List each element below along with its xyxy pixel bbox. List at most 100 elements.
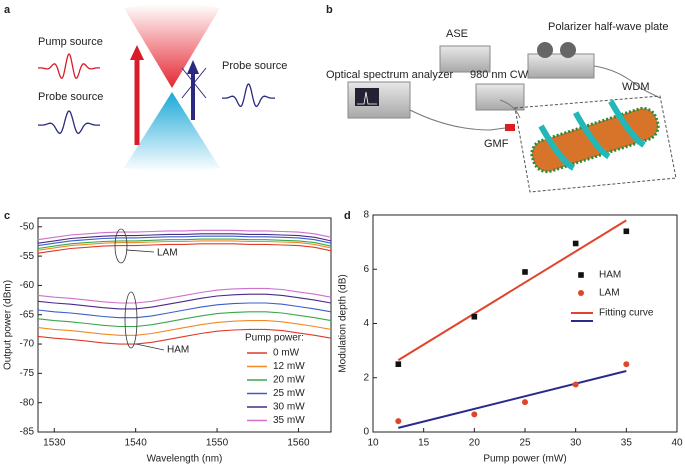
diagram-label: Probe source [38,91,103,103]
point [578,290,584,296]
annotation-ellipse [114,228,128,264]
polarizer-stage [527,53,595,79]
spectrum-line [37,233,332,244]
x-tick-label: 1550 [206,438,229,449]
diagram-label: Optical spectrum analyzer [326,69,453,81]
x-axis-label: Pump power (mW) [483,454,566,465]
x-tick-label: 1530 [43,438,66,449]
point [572,240,579,247]
cw-box [475,83,525,111]
x-tick-label: 1560 [287,438,310,449]
spectrum-line [37,287,332,304]
legend-label: HAM [599,270,621,281]
fiber-3d [530,99,660,174]
panel-label: b [326,4,333,16]
spectrum-line [37,235,332,247]
osa-trace [357,91,377,105]
point [522,399,528,406]
panel-label: d [344,210,351,222]
polarizer [537,42,553,58]
fiber [499,99,521,119]
legend-label: 30 mW [273,402,305,413]
spectrum-line [37,302,332,319]
legend-title: Pump power: [245,333,304,344]
point [623,228,630,235]
legend-label: 0 mW [273,348,300,359]
diagram-label: Polarizer half-wave plate [548,21,668,33]
ase-box [439,45,491,73]
y-tick-label: -80 [20,397,35,408]
probe-wave [38,110,100,135]
diagram-label: Pump source [38,36,103,48]
x-tick-label: 40 [671,438,683,449]
y-tick-label: -85 [20,427,35,438]
fit-line [398,370,627,429]
spectrum-line [37,238,332,250]
legend-label: 25 mW [273,388,305,399]
point [471,411,478,418]
point [578,272,584,278]
y-tick-label: -50 [20,221,35,232]
x-tick-label: 1540 [125,438,148,449]
spectrum-line [37,243,332,254]
annotation: HAM [167,345,189,356]
y-tick-label: 8 [363,210,369,221]
cross [181,67,207,99]
spectrum-line [37,240,332,251]
panel-label: a [4,4,11,16]
x-tick-label: 25 [519,438,531,449]
y-tick-label: -75 [20,368,35,379]
panel-a: Pump source Probe source Probe source [38,4,287,172]
probe-wave [222,83,275,108]
legend-label: 35 mW [273,415,305,426]
y-tick-label: 0 [363,427,369,438]
legend-label: LAM [599,288,620,299]
plots: 1530 1540 1550 1560-85-80-75-70-65-60-55-50… [3,210,683,465]
gmf-marker [505,124,515,131]
blue-cone [124,92,220,172]
annotation-pointer [135,343,165,351]
diagram-label: Probe source [222,60,287,72]
point [395,418,402,425]
red-cone [124,4,220,88]
point [572,381,579,388]
x-tick-label: 15 [418,438,430,449]
waveplate [560,42,576,58]
fiber [593,65,661,99]
fit-line [397,219,627,361]
point [522,269,528,275]
pump-wave [38,53,100,80]
x-tick-label: 20 [469,438,481,449]
spectrum-line [37,229,332,241]
annotation: LAM [157,248,178,259]
point [623,361,630,368]
x-tick-label: 35 [621,438,633,449]
y-tick-label: -70 [20,339,35,350]
y-tick-label: -65 [20,309,35,320]
y-tick-label: -55 [20,251,35,262]
arrow-head [130,45,144,60]
point [395,361,402,367]
panel-label: c [4,210,10,222]
spectrum-line [37,311,332,328]
legend-label: 20 mW [273,375,305,386]
point [471,313,478,320]
diagram-label: WDM [622,81,650,93]
x-axis-label: Wavelength (nm) [147,454,223,465]
diagram-label: 980 nm CW [470,69,529,81]
y-tick-label: 2 [363,372,369,383]
y-axis-label: Modulation depth (dB) [338,274,349,372]
legend-label: 12 mW [273,361,305,372]
annotation-ellipse [124,291,138,349]
diagram-label: ASE [446,28,468,40]
panel-b: ASE Polarizer half-wave plate 980 nm CW … [326,21,677,193]
y-tick-label: 6 [363,264,369,275]
spectrum-line [37,320,332,336]
spectrum-line [37,293,332,310]
annotation-pointer [125,249,155,253]
x-tick-label: 30 [570,438,582,449]
y-tick-label: -60 [20,280,35,291]
spectrum-line [37,328,332,345]
y-axis-label: Output power (dBm) [3,280,14,370]
